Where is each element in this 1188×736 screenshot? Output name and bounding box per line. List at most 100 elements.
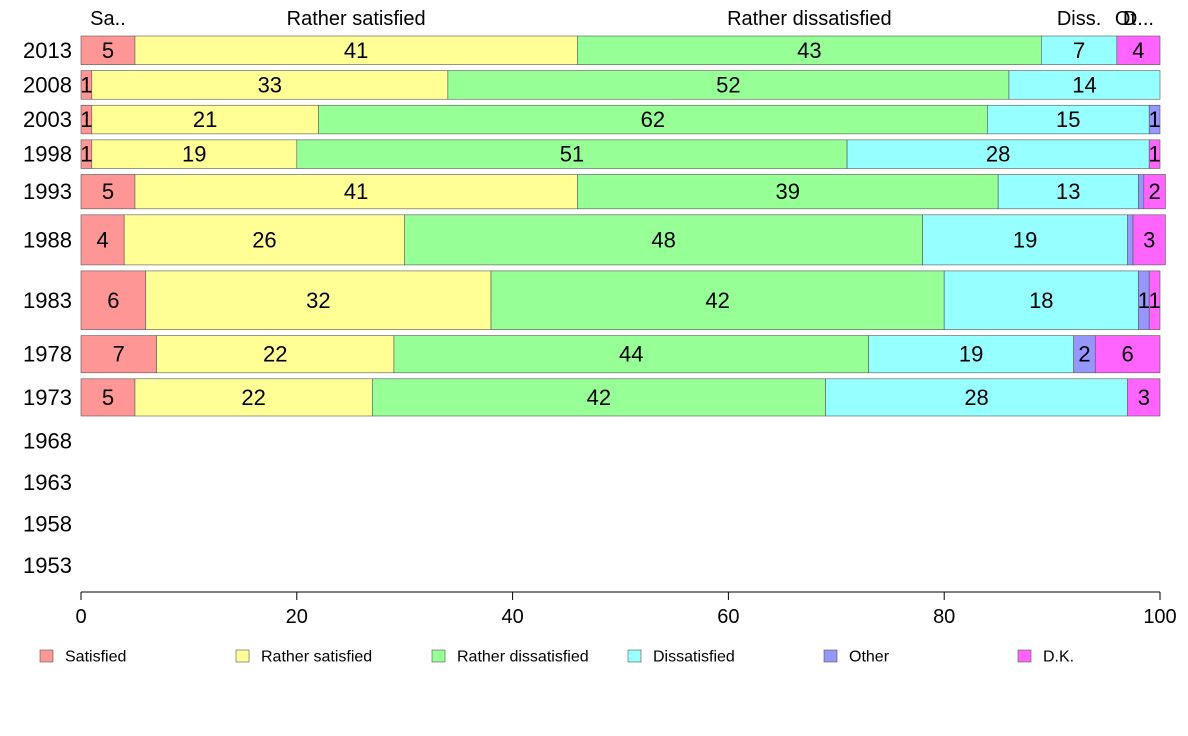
bar-segment-1983-rather-satisfied xyxy=(145,270,492,330)
bar-segment-1973-rather-satisfied xyxy=(134,378,373,417)
legend-label-rather-dissatisfied: Rather dissatisfied xyxy=(457,649,589,666)
bar-segment-2008-dissatisfied xyxy=(1008,70,1161,100)
y-tick-label: 1978 xyxy=(23,342,72,367)
y-tick-label: 1988 xyxy=(23,227,72,252)
bar-segment-1993-other xyxy=(1138,174,1145,210)
bar-segment-1998-dissatisfied xyxy=(846,139,1150,169)
bar-segment-1978-rather-satisfied xyxy=(156,335,395,374)
legend-swatch-dissatisfied xyxy=(627,649,642,663)
data-label: 2 xyxy=(1148,179,1160,204)
y-tick-label: 2013 xyxy=(23,38,72,63)
legend-label-other: Other xyxy=(849,649,890,666)
data-label: 3 xyxy=(1143,227,1155,252)
bar-segment-2003-other xyxy=(1148,104,1161,135)
data-label: 41 xyxy=(344,38,368,63)
data-label: 13 xyxy=(1056,179,1080,204)
bar-segment-2013-rather-dissatisfied xyxy=(577,35,1042,65)
data-label: 21 xyxy=(193,107,217,132)
legend-swatch-rather-satisfied xyxy=(235,649,250,663)
legend-label-dissatisfied: Dissatisfied xyxy=(653,649,735,666)
bar-segment-1993-d-k xyxy=(1143,174,1166,210)
bar-segment-1998-d-k xyxy=(1148,139,1161,169)
data-label: 33 xyxy=(258,72,282,97)
legend-swatch-d-k xyxy=(1017,649,1032,663)
data-label: 52 xyxy=(716,72,740,97)
data-label: 3 xyxy=(1138,385,1150,410)
y-tick-label: 1958 xyxy=(23,512,72,537)
legend-label-d-k: D.K. xyxy=(1043,649,1074,666)
data-label: 7 xyxy=(113,342,125,367)
y-tick-label: 2003 xyxy=(23,107,72,132)
bar-segment-2013-dissatisfied xyxy=(1041,35,1118,65)
bar-segment-1983-dissatisfied xyxy=(943,270,1139,330)
data-label: 26 xyxy=(252,227,276,252)
x-tick-label: 40 xyxy=(501,606,523,628)
data-label: 15 xyxy=(1056,107,1080,132)
bar-segment-1998-rather-satisfied xyxy=(91,139,298,169)
data-label: 1 xyxy=(1148,142,1160,167)
legend-label-satisfied: Satisfied xyxy=(65,649,126,666)
column-header-satisfied: Sa.. xyxy=(90,8,126,30)
data-label: 51 xyxy=(560,142,584,167)
bar-segment-1983-d-k xyxy=(1148,270,1161,330)
data-label: 28 xyxy=(986,142,1010,167)
y-tick-label: 1973 xyxy=(23,385,72,410)
column-header-rather-dissatisfied: Rather dissatisfied xyxy=(727,8,892,30)
data-label: 28 xyxy=(964,385,988,410)
data-label: 6 xyxy=(107,288,119,313)
bar-segment-2013-satisfied xyxy=(80,35,136,65)
bar-segment-1978-dissatisfied xyxy=(868,335,1074,374)
bar-segment-1983-satisfied xyxy=(80,270,147,330)
data-label: 62 xyxy=(641,107,665,132)
bar-segment-2003-dissatisfied xyxy=(987,104,1150,135)
column-header-d-k: D... xyxy=(1123,8,1154,30)
data-label: 22 xyxy=(241,385,265,410)
column-header-dissatisfied: Diss. xyxy=(1057,8,1101,30)
legend-swatch-other xyxy=(823,649,838,663)
x-tick-label: 20 xyxy=(286,606,308,628)
y-tick-label: 1953 xyxy=(23,553,72,578)
data-label: 19 xyxy=(1013,227,1037,252)
bar-segment-1988-dissatisfied xyxy=(922,214,1128,266)
x-tick-label: 80 xyxy=(933,606,955,628)
bar-segment-1988-satisfied xyxy=(80,214,125,266)
bar-segment-2008-rather-dissatisfied xyxy=(447,70,1010,100)
bar-segment-1988-other xyxy=(1127,214,1134,266)
legend-label-rather-satisfied: Rather satisfied xyxy=(261,649,372,666)
x-tick-label: 100 xyxy=(1143,606,1176,628)
bar-segment-2013-d-k xyxy=(1116,35,1161,65)
data-label: 5 xyxy=(102,38,114,63)
data-label: 5 xyxy=(102,385,114,410)
bar-segment-1998-rather-dissatisfied xyxy=(296,139,848,169)
data-label: 39 xyxy=(776,179,800,204)
data-label: 19 xyxy=(959,342,983,367)
bar-segment-2013-rather-satisfied xyxy=(134,35,578,65)
data-label: 43 xyxy=(797,38,821,63)
data-label: 18 xyxy=(1029,288,1053,313)
data-label: 48 xyxy=(651,227,675,252)
data-label: 42 xyxy=(587,385,611,410)
data-label: 22 xyxy=(263,342,287,367)
data-label: 6 xyxy=(1122,342,1134,367)
data-label: 1 xyxy=(1148,107,1160,132)
legend-swatch-rather-dissatisfied xyxy=(431,649,446,663)
bar-segment-1988-rather-satisfied xyxy=(123,214,406,266)
data-label: 1 xyxy=(1148,288,1160,313)
x-tick-label: 60 xyxy=(717,606,739,628)
bar-segment-1978-d-k xyxy=(1094,335,1161,374)
y-tick-label: 1968 xyxy=(23,429,72,454)
bar-segment-1993-rather-dissatisfied xyxy=(577,174,999,210)
legend-swatch-satisfied xyxy=(39,649,54,663)
data-label: 32 xyxy=(306,288,330,313)
bar-segment-1988-rather-dissatisfied xyxy=(404,214,923,266)
data-label: 2 xyxy=(1078,342,1090,367)
bar-segment-1978-rather-dissatisfied xyxy=(393,335,869,374)
bar-segment-2003-rather-dissatisfied xyxy=(318,104,988,135)
data-label: 19 xyxy=(182,142,206,167)
bar-segment-2008-rather-satisfied xyxy=(91,70,449,100)
bar-segment-1993-dissatisfied xyxy=(997,174,1139,210)
bar-segment-2003-rather-satisfied xyxy=(91,104,319,135)
y-tick-label: 2008 xyxy=(23,72,72,97)
column-header-other: Ot xyxy=(1115,8,1137,30)
